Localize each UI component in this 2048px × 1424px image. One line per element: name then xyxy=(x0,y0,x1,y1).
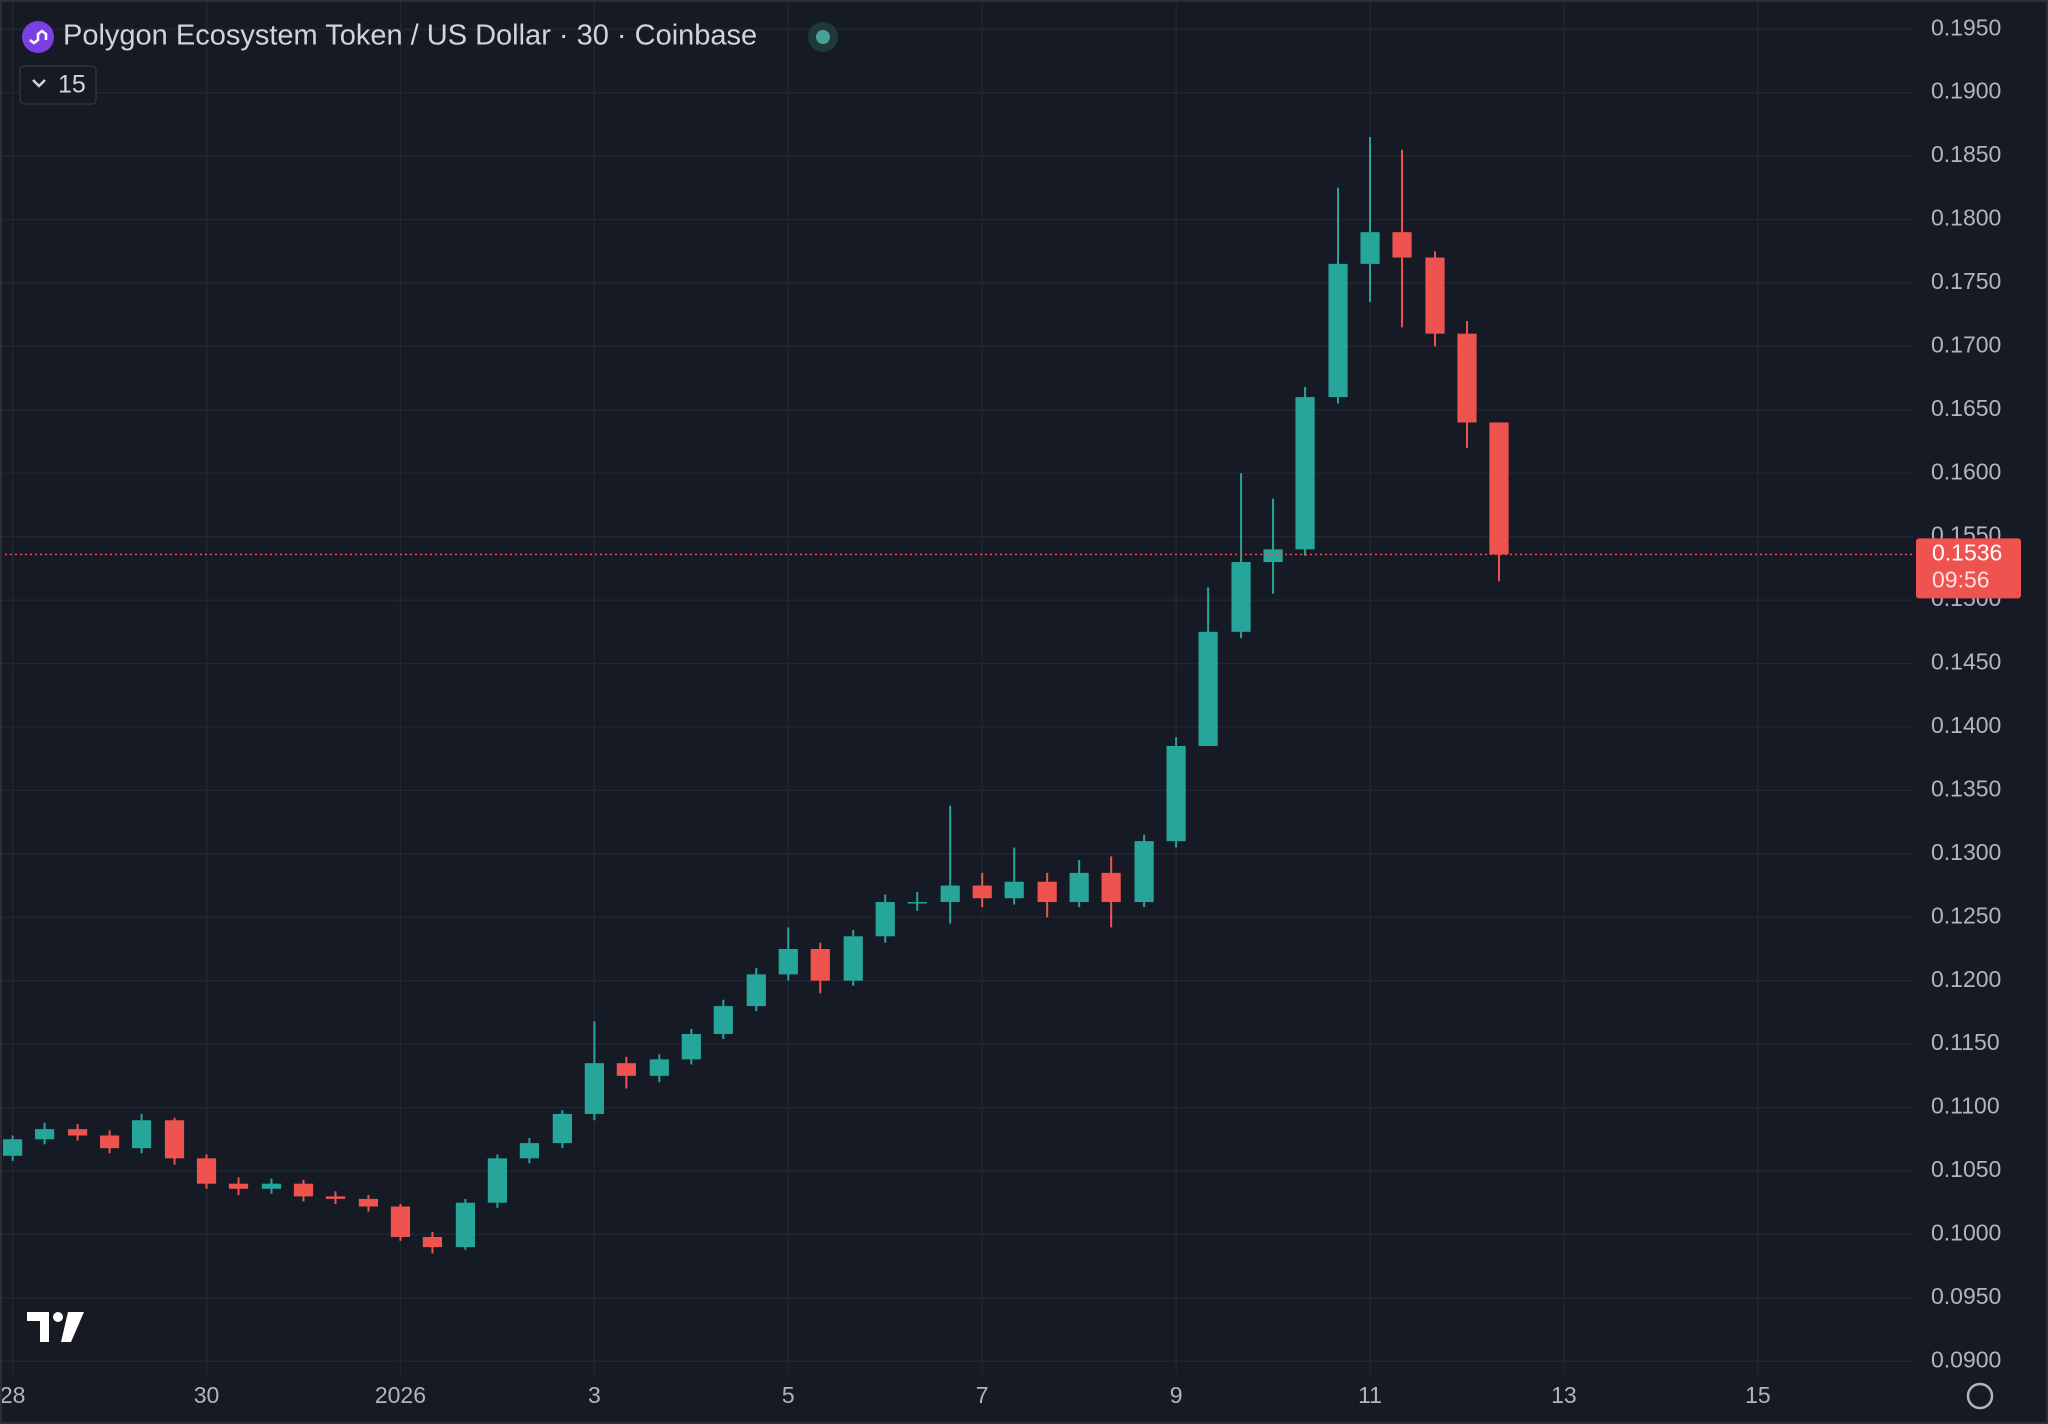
candle-body xyxy=(519,1143,539,1159)
x-tick-label: 2026 xyxy=(375,1382,426,1408)
candle-body xyxy=(131,1120,152,1149)
indicators-toggle[interactable] xyxy=(19,65,97,105)
countdown-label: 09:56 xyxy=(1932,566,1990,592)
candles xyxy=(3,137,1509,1254)
x-tick-label: 15 xyxy=(1745,1382,1771,1408)
x-tick-label: 3 xyxy=(588,1382,601,1408)
candle-body xyxy=(972,885,992,899)
candle-body xyxy=(552,1113,572,1144)
candle-body xyxy=(1231,562,1251,632)
y-tick-label: 0.1950 xyxy=(1931,14,2001,40)
candle-body xyxy=(1004,881,1024,899)
settings-button[interactable] xyxy=(1966,1382,1994,1410)
y-tick-label: 0.1700 xyxy=(1931,331,2001,357)
x-tick-label: 11 xyxy=(1358,1382,1382,1408)
y-tick-label: 0.1750 xyxy=(1931,268,2001,294)
x-tick-label: 28 xyxy=(0,1382,25,1408)
candle-body xyxy=(261,1183,282,1189)
y-tick-label: 0.1800 xyxy=(1931,205,2001,231)
y-tick-label: 0.1300 xyxy=(1931,839,2001,865)
last-price-label: 0.1536 xyxy=(1932,539,2002,565)
candle-body xyxy=(35,1129,55,1140)
x-tick-label: 5 xyxy=(782,1382,795,1408)
x-tick-label: 13 xyxy=(1551,1382,1577,1408)
overlay: 0.0900 0.0950 0.1000 0.1050 0.1100 0.1150 0.12… xyxy=(0,14,2021,1408)
y-tick-label: 0.1900 xyxy=(1931,78,2001,104)
y-tick-label: 0.1450 xyxy=(1931,649,2001,675)
candle-body xyxy=(196,1158,217,1184)
candle-body xyxy=(1457,333,1477,423)
status-dot xyxy=(816,30,830,44)
y-tick-label: 0.1350 xyxy=(1931,775,2001,801)
candle-body xyxy=(907,902,927,904)
candle-body xyxy=(1069,872,1089,903)
symbol-logo-mark xyxy=(29,29,48,45)
candle-body xyxy=(228,1183,249,1189)
candle-body xyxy=(1360,232,1380,264)
candle-body xyxy=(1101,872,1121,903)
y-tick-label: 0.1100 xyxy=(1931,1093,2000,1119)
candle-body xyxy=(810,948,830,981)
y-tick-label: 0.1200 xyxy=(1931,966,2001,992)
chart-title: Polygon Ecosystem Token / US Dollar · 30… xyxy=(63,20,757,52)
candle-body xyxy=(358,1198,379,1207)
candle-body xyxy=(843,936,863,981)
candle-body xyxy=(487,1158,507,1203)
candle-body xyxy=(293,1183,314,1197)
x-tick-label: 30 xyxy=(194,1382,220,1408)
y-tick-label: 0.1400 xyxy=(1931,712,2001,738)
candle-body xyxy=(1037,881,1057,903)
tradingview-logo xyxy=(27,1312,84,1342)
candle-body xyxy=(455,1202,476,1248)
candle-body xyxy=(1295,397,1315,550)
y-tick-label: 0.1000 xyxy=(1931,1220,2001,1246)
candle-body xyxy=(1134,841,1154,903)
candle-body xyxy=(1425,257,1445,334)
candle-body xyxy=(325,1196,346,1199)
candle-body xyxy=(1489,422,1509,555)
candle-body xyxy=(67,1129,88,1136)
candle-body xyxy=(649,1059,669,1076)
candle-body xyxy=(1198,631,1218,746)
y-tick-label: 0.1850 xyxy=(1931,141,2001,167)
indicators-count: 15 xyxy=(58,71,86,99)
y-tick-label: 0.1050 xyxy=(1931,1156,2001,1182)
x-tick-label: 9 xyxy=(1170,1382,1183,1408)
candle-body xyxy=(940,885,960,903)
y-tick-label: 0.1250 xyxy=(1931,902,2001,928)
x-tick-label: 7 xyxy=(976,1382,989,1408)
candle-body xyxy=(99,1135,120,1149)
candle-body xyxy=(1263,549,1283,563)
y-tick-label: 0.1650 xyxy=(1931,395,2001,421)
candle-body xyxy=(875,902,895,937)
candle-body xyxy=(778,948,798,975)
y-tick-label: 0.0950 xyxy=(1931,1283,2001,1309)
candle-body xyxy=(1392,232,1412,258)
candle-body xyxy=(3,1139,23,1156)
y-tick-label: 0.0900 xyxy=(1931,1346,2001,1372)
candle-body xyxy=(746,974,766,1007)
candle-body xyxy=(584,1063,604,1114)
chevron xyxy=(32,79,46,88)
candle-body xyxy=(422,1236,443,1248)
candle-body xyxy=(681,1033,701,1060)
candle-body xyxy=(164,1120,185,1159)
candle-body xyxy=(713,1006,733,1034)
candle-body xyxy=(616,1063,636,1076)
y-tick-label: 0.1600 xyxy=(1931,458,2001,484)
candle-body xyxy=(1328,263,1348,398)
candle-body xyxy=(1166,745,1186,842)
last-price-badge xyxy=(1916,538,2021,599)
candle-body xyxy=(390,1206,411,1237)
y-tick-label: 0.1150 xyxy=(1931,1029,2000,1055)
